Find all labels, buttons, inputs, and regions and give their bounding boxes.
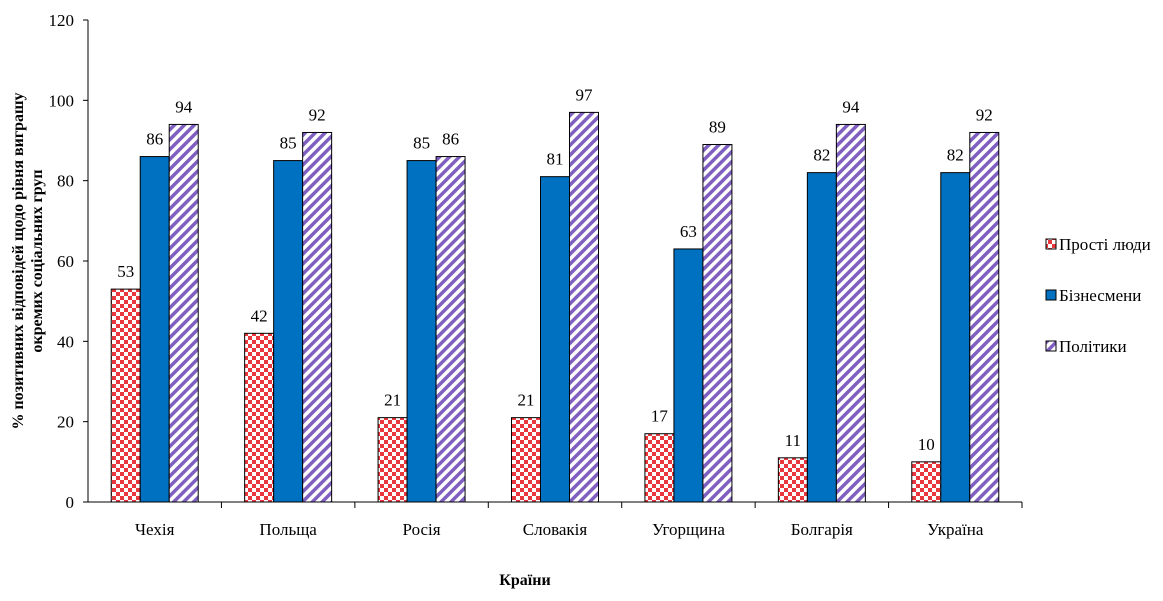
bar xyxy=(806,172,837,503)
legend: Прості люди Бізнесмени Політики xyxy=(1045,235,1151,356)
bar xyxy=(244,332,275,503)
data-label: 97 xyxy=(576,85,594,104)
data-label: 21 xyxy=(518,391,535,410)
bar xyxy=(702,144,733,503)
legend-label: Політики xyxy=(1059,337,1127,356)
bar xyxy=(569,111,599,503)
bar xyxy=(273,160,304,503)
bar xyxy=(835,123,866,503)
bar xyxy=(435,156,466,503)
bar xyxy=(911,461,942,503)
data-label: 63 xyxy=(680,222,697,241)
legend-label: Бізнесмени xyxy=(1059,286,1141,305)
y-axis-title-line1: % позитивних відповідей щодо рівня вигра… xyxy=(10,92,27,429)
data-label: 42 xyxy=(251,306,268,325)
x-axis-ticks: Чехія Польща Росія Словакія Угорщина Болгарія… xyxy=(135,502,1023,539)
bar xyxy=(777,457,808,503)
x-tick-label: Росія xyxy=(403,520,441,539)
data-label: 17 xyxy=(651,407,669,426)
data-label: 85 xyxy=(413,134,430,153)
bar xyxy=(406,160,437,503)
bar xyxy=(511,417,541,503)
data-label: 94 xyxy=(175,97,193,116)
data-label: 81 xyxy=(547,150,564,169)
y-axis-ticks: 0 20 40 60 80 100 120 xyxy=(49,11,88,512)
bar xyxy=(644,433,675,503)
data-labels: 53 86 94 42 85 92 21 85 86 21 81 97 17 63 89 11 82 94 10 82… xyxy=(117,85,993,453)
x-tick-label: Чехія xyxy=(135,520,175,539)
bars xyxy=(110,111,1000,503)
y-tick-label: 100 xyxy=(49,91,75,110)
y-tick-label: 60 xyxy=(57,252,74,271)
y-tick-label: 20 xyxy=(57,413,74,432)
data-label: 82 xyxy=(813,146,830,165)
legend-label: Прості люди xyxy=(1059,235,1151,254)
x-tick-label: Польща xyxy=(259,520,317,539)
x-tick-label: Словакія xyxy=(523,520,588,539)
x-tick-label: Угорщина xyxy=(652,520,725,539)
legend-swatch xyxy=(1045,289,1057,301)
x-tick-label: Болгарія xyxy=(791,520,853,539)
data-label: 82 xyxy=(947,146,964,165)
y-axis-title-line2: окремих соціальних груп xyxy=(29,169,46,352)
bar xyxy=(377,417,408,503)
data-label: 89 xyxy=(709,118,726,137)
y-tick-label: 120 xyxy=(49,11,75,30)
bar xyxy=(673,248,704,503)
y-tick-label: 0 xyxy=(66,493,75,512)
data-label: 21 xyxy=(384,391,401,410)
bar xyxy=(139,156,170,503)
data-label: 10 xyxy=(918,435,935,454)
bar xyxy=(969,131,1000,503)
data-label: 53 xyxy=(117,262,134,281)
y-tick-label: 40 xyxy=(57,332,74,351)
bar xyxy=(540,176,570,503)
bar xyxy=(168,123,199,503)
bar xyxy=(110,288,141,503)
bar xyxy=(302,131,333,503)
data-label: 86 xyxy=(442,130,459,149)
data-label: 86 xyxy=(146,130,163,149)
legend-swatch xyxy=(1045,238,1057,250)
data-label: 94 xyxy=(842,97,860,116)
data-label: 11 xyxy=(785,431,801,450)
data-label: 92 xyxy=(309,105,326,124)
x-axis-title: Країни xyxy=(499,572,550,589)
x-tick-label: Україна xyxy=(927,520,984,539)
data-label: 92 xyxy=(976,105,993,124)
legend-swatch xyxy=(1045,340,1057,352)
y-tick-label: 80 xyxy=(57,172,74,191)
data-label: 85 xyxy=(280,134,297,153)
bar xyxy=(940,172,971,503)
